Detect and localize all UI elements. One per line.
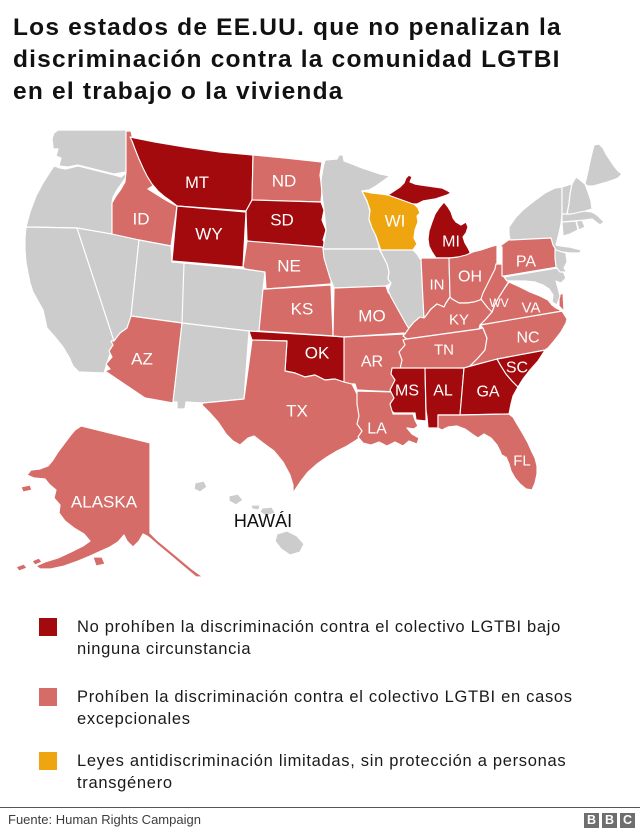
svg-text:AZ: AZ bbox=[131, 350, 153, 369]
svg-text:SD: SD bbox=[270, 211, 294, 230]
svg-text:PA: PA bbox=[516, 254, 536, 271]
svg-text:ALASKA: ALASKA bbox=[71, 493, 138, 512]
svg-text:FL: FL bbox=[513, 453, 531, 470]
svg-text:WI: WI bbox=[385, 212, 406, 231]
svg-text:WY: WY bbox=[195, 225, 222, 244]
svg-text:OK: OK bbox=[305, 344, 330, 363]
svg-text:KY: KY bbox=[449, 312, 469, 329]
svg-text:ID: ID bbox=[133, 210, 150, 229]
svg-text:IN: IN bbox=[430, 277, 445, 294]
svg-text:ND: ND bbox=[272, 172, 297, 191]
svg-text:GA: GA bbox=[476, 384, 499, 401]
svg-text:VA: VA bbox=[522, 300, 541, 317]
svg-text:NC: NC bbox=[516, 330, 539, 347]
svg-text:TN: TN bbox=[434, 342, 454, 359]
svg-text:HAWÁI: HAWÁI bbox=[234, 511, 292, 531]
svg-text:MO: MO bbox=[358, 307, 385, 326]
svg-text:LA: LA bbox=[367, 421, 387, 438]
svg-text:SC: SC bbox=[506, 360, 528, 377]
svg-text:AR: AR bbox=[361, 354, 383, 371]
svg-text:AL: AL bbox=[433, 383, 453, 400]
svg-text:TX: TX bbox=[286, 402, 308, 421]
svg-text:MS: MS bbox=[395, 383, 419, 400]
svg-text:KS: KS bbox=[291, 300, 314, 319]
svg-text:OH: OH bbox=[458, 269, 482, 286]
svg-text:MT: MT bbox=[185, 174, 209, 192]
svg-text:WV: WV bbox=[489, 296, 508, 310]
svg-text:MI: MI bbox=[442, 234, 460, 251]
svg-text:NE: NE bbox=[277, 257, 301, 276]
